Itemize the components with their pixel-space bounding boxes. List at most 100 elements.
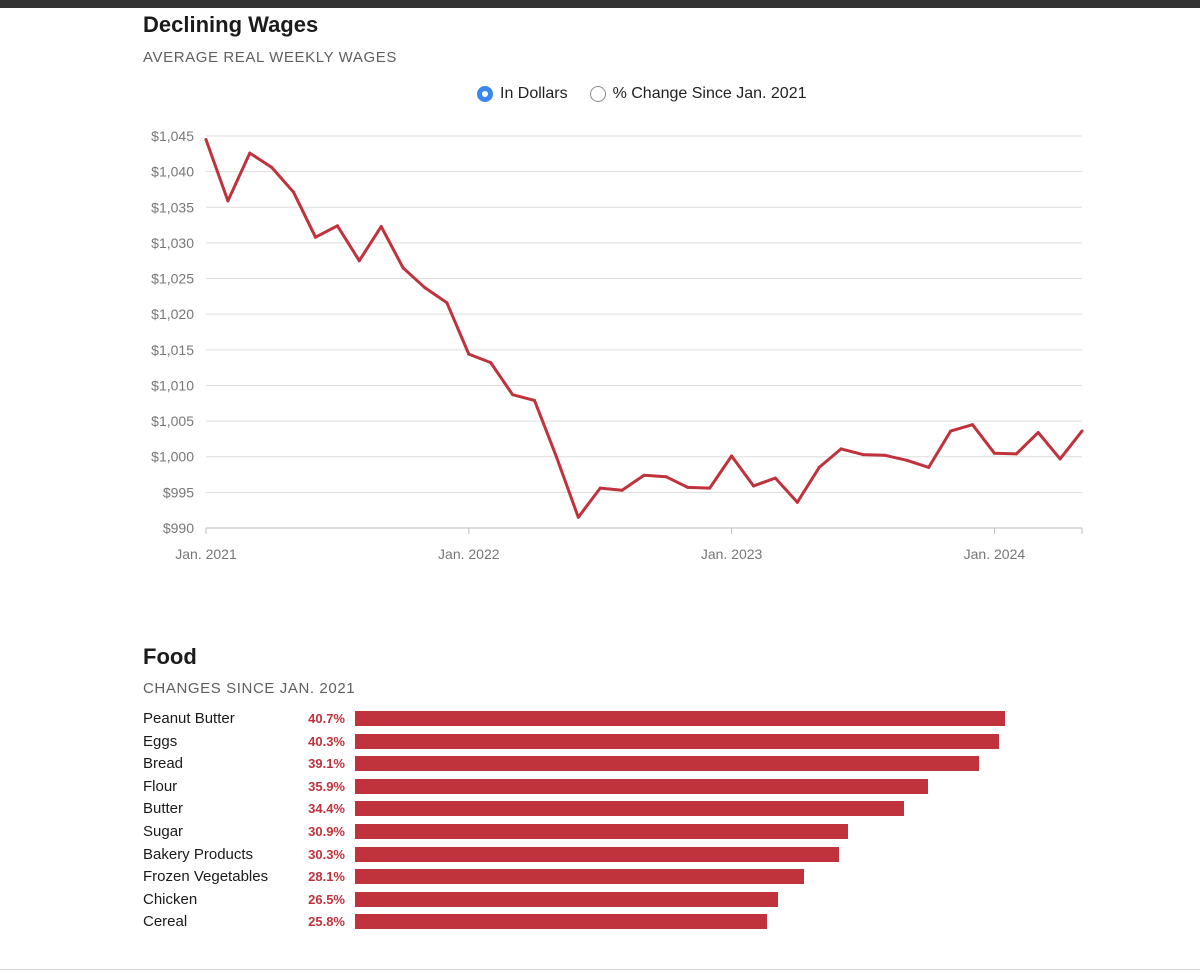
bar-value-label: 34.4% xyxy=(308,801,345,817)
y-tick-label: $1,020 xyxy=(151,306,194,322)
y-tick-label: $990 xyxy=(163,520,194,536)
bar-row: Peanut Butter 40.7% xyxy=(143,708,1143,730)
bar xyxy=(355,891,779,907)
y-tick-label: $1,035 xyxy=(151,199,194,215)
wages-data-point xyxy=(992,451,996,455)
wages-data-point xyxy=(730,454,734,458)
wages-data-point xyxy=(489,361,493,365)
wages-data-point xyxy=(861,453,865,457)
bar xyxy=(355,846,839,862)
wages-data-point xyxy=(927,465,931,469)
wages-data-point xyxy=(554,455,558,459)
x-tick-label: Jan. 2022 xyxy=(438,546,500,562)
wages-data-point xyxy=(511,393,515,397)
food-subtitle: CHANGES SINCE JAN. 2021 xyxy=(143,680,356,697)
bar-row: Butter 34.4% xyxy=(143,798,1143,820)
wages-title: Declining Wages xyxy=(143,12,319,37)
bar-category-label: Chicken xyxy=(143,890,198,908)
wages-subtitle: AVERAGE REAL WEEKLY WAGES xyxy=(143,49,397,66)
wages-data-point xyxy=(533,398,536,402)
bar xyxy=(355,778,929,794)
y-tick-label: $1,040 xyxy=(151,164,194,180)
wages-data-point xyxy=(664,475,668,479)
bar-value-label: 30.9% xyxy=(308,824,345,839)
bar-row: Frozen Vegetables 28.1% xyxy=(143,866,1143,888)
wages-data-point xyxy=(795,500,799,504)
food-title: Food xyxy=(143,644,197,669)
wages-data-point xyxy=(576,515,580,519)
bar-value-label: 35.9% xyxy=(308,778,345,794)
radio-percent-change-label: % Change Since Jan. 2021 xyxy=(612,85,807,102)
bar-category-label: Bakery Products xyxy=(143,845,254,863)
bar-row: Eggs 40.3% xyxy=(143,731,1143,753)
bar xyxy=(355,733,999,749)
bar-row: Cereal 25.8% xyxy=(143,911,1143,933)
bar-category-label: Flour xyxy=(143,777,178,795)
bottom-divider xyxy=(0,969,1200,970)
x-tick-label: Jan. 2023 xyxy=(701,546,763,562)
y-tick-label: $995 xyxy=(163,484,194,500)
bar-category-label: Cereal xyxy=(143,913,188,931)
wages-data-point xyxy=(335,224,339,228)
wages-data-point xyxy=(379,225,383,229)
radio-unselected-icon xyxy=(589,86,606,102)
bar-value-label: 39.1% xyxy=(308,756,345,772)
wages-line-chart: $990 $995 $1,000 $1,005 $1,010 $1,015 $1,020 $1… xyxy=(151,128,1084,562)
wages-series-line xyxy=(204,138,1084,519)
wages-data-point xyxy=(204,138,208,142)
bar-row: Sugar 30.9% xyxy=(143,821,1143,843)
bar-category-label: Frozen Vegetables xyxy=(143,868,269,886)
wages-data-point xyxy=(357,259,361,263)
bar-row: Flour 35.9% xyxy=(143,776,1143,798)
bar-category-label: Eggs xyxy=(143,732,178,750)
wages-data-point xyxy=(314,235,317,239)
bar xyxy=(355,824,849,839)
wages-data-point xyxy=(1036,430,1040,434)
wages-data-point xyxy=(270,165,274,169)
bar-value-label: 40.7% xyxy=(308,711,345,726)
bar-row: Bread 39.1% xyxy=(143,753,1143,775)
top-bar xyxy=(0,0,1200,8)
bar xyxy=(355,914,768,930)
wages-data-point xyxy=(423,286,427,290)
y-tick-label: $1,000 xyxy=(151,449,194,465)
bar xyxy=(355,711,1005,726)
bar xyxy=(355,756,980,772)
bar-category-label: Peanut Butter xyxy=(143,710,235,727)
bar-category-label: Butter xyxy=(143,800,184,818)
y-tick-label: $1,030 xyxy=(151,235,194,251)
y-tick-label: $1,005 xyxy=(151,413,194,429)
y-tick-label: $1,010 xyxy=(151,377,194,393)
wages-data-point xyxy=(971,423,974,427)
bar-value-label: 25.8% xyxy=(308,914,345,930)
wages-data-point xyxy=(401,266,405,270)
bar-value-label: 30.3% xyxy=(308,846,345,862)
y-tick-label: $1,045 xyxy=(151,128,194,144)
wages-data-point xyxy=(949,429,953,433)
wages-data-point xyxy=(467,352,471,356)
bar-value-label: 28.1% xyxy=(308,869,345,885)
radio-percent-change[interactable]: % Change Since Jan. 2021 xyxy=(589,85,807,103)
bar-row: Chicken 26.5% xyxy=(143,889,1143,911)
bar-category-label: Bread xyxy=(143,755,184,773)
radio-in-dollars[interactable]: In Dollars xyxy=(477,85,568,103)
wages-data-point xyxy=(817,465,821,469)
wages-data-point xyxy=(226,199,230,203)
wages-data-point xyxy=(905,458,909,462)
wages-data-point xyxy=(598,486,602,490)
bar xyxy=(355,801,905,817)
unit-toggle: In Dollars % Change Since Jan. 2021 xyxy=(477,85,829,103)
radio-in-dollars-label: In Dollars xyxy=(500,85,568,102)
bar-row: Bakery Products 30.3% xyxy=(143,844,1143,866)
wages-data-point xyxy=(839,447,843,451)
bar xyxy=(355,869,804,885)
wages-data-point xyxy=(1014,452,1018,456)
x-tick-label: Jan. 2021 xyxy=(175,546,237,562)
wages-data-point xyxy=(686,485,690,489)
radio-selected-icon xyxy=(477,86,493,102)
y-tick-label: $1,025 xyxy=(151,271,194,287)
wages-data-point xyxy=(248,151,252,155)
bar-value-label: 26.5% xyxy=(308,891,345,907)
wages-data-point xyxy=(708,486,712,490)
wages-data-point xyxy=(642,473,646,477)
